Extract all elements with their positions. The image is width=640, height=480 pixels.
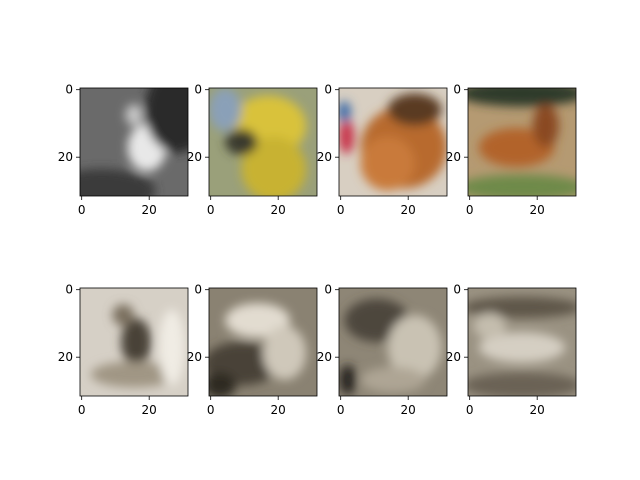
x-tick-label: 20 <box>530 403 545 417</box>
image-panel-1-3: 0 20 0 20 <box>317 83 448 217</box>
image-bird-original <box>209 88 317 196</box>
image-deer-reconstruction <box>468 288 576 396</box>
x-tick-label: 20 <box>142 203 157 217</box>
image-panel-1-1: 0 20 0 20 <box>58 83 189 217</box>
y-tick-label: 0 <box>194 283 202 297</box>
image-panel-2-4: 0 20 0 20 <box>446 283 577 417</box>
y-tick-label: 20 <box>187 350 202 364</box>
x-tick-label: 0 <box>466 403 474 417</box>
y-tick-label: 0 <box>65 83 73 97</box>
image-panel-2-3: 0 20 0 20 <box>317 283 448 417</box>
image-cat-reconstruction <box>80 288 188 396</box>
x-tick-label: 20 <box>530 203 545 217</box>
axes-frame <box>467 87 577 197</box>
y-tick-label: 0 <box>194 83 202 97</box>
x-tick-label: 20 <box>401 203 416 217</box>
axes-frame <box>79 287 189 397</box>
image-deer-original <box>468 88 576 196</box>
image-cat-original <box>80 88 188 196</box>
y-tick-label: 0 <box>65 283 73 297</box>
image-panel-1-2: 0 20 0 20 <box>187 83 318 217</box>
axes-frame <box>208 287 318 397</box>
image-dog-reconstruction <box>339 288 447 396</box>
x-tick-label: 20 <box>271 403 286 417</box>
axes-frame <box>338 287 448 397</box>
x-tick-label: 0 <box>78 203 86 217</box>
image-bird-reconstruction <box>209 288 317 396</box>
axes-frame <box>79 87 189 197</box>
axes-frame <box>338 87 448 197</box>
y-tick-label: 0 <box>324 83 332 97</box>
y-tick-label: 20 <box>317 350 332 364</box>
x-tick-label: 0 <box>337 203 345 217</box>
x-tick-label: 0 <box>78 403 86 417</box>
y-tick-label: 0 <box>453 283 461 297</box>
y-tick-label: 20 <box>317 150 332 164</box>
x-tick-label: 0 <box>207 403 215 417</box>
image-dog-original <box>339 88 447 196</box>
image-panel-1-4: 0 20 0 20 <box>446 83 577 217</box>
y-tick-label: 0 <box>453 83 461 97</box>
image-panel-2-1: 0 20 0 20 <box>58 283 189 417</box>
axes-frame <box>208 87 318 197</box>
x-tick-label: 0 <box>207 203 215 217</box>
image-panel-2-2: 0 20 0 20 <box>187 283 318 417</box>
x-tick-label: 20 <box>401 403 416 417</box>
x-tick-label: 20 <box>142 403 157 417</box>
x-tick-label: 0 <box>466 203 474 217</box>
y-tick-label: 20 <box>58 150 73 164</box>
x-tick-label: 20 <box>271 203 286 217</box>
y-tick-label: 20 <box>58 350 73 364</box>
y-tick-label: 20 <box>446 350 461 364</box>
x-tick-label: 0 <box>337 403 345 417</box>
axes-frame <box>467 287 577 397</box>
y-tick-label: 20 <box>446 150 461 164</box>
y-tick-label: 0 <box>324 283 332 297</box>
y-tick-label: 20 <box>187 150 202 164</box>
